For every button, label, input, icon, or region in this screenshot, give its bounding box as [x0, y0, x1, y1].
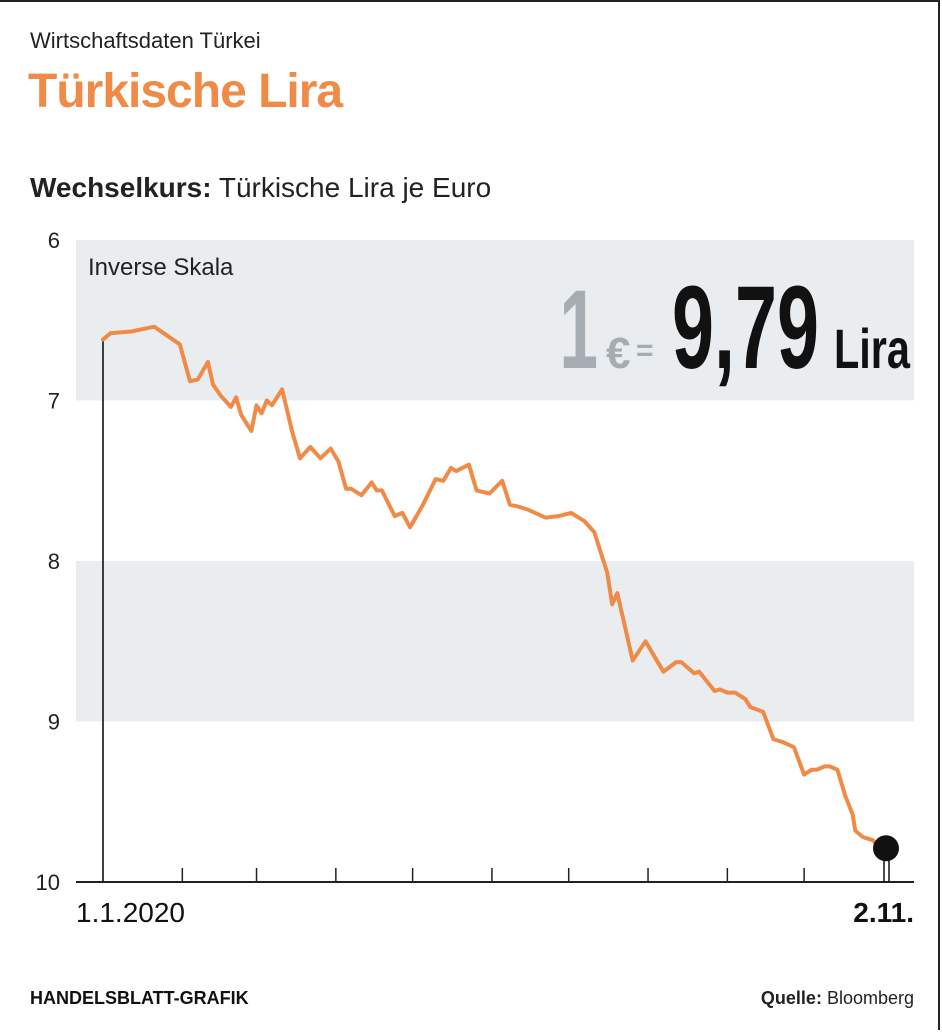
subtitle-bold: Wechselkurs: [30, 172, 212, 203]
chart-subtitle: Wechselkurs: Türkische Lira je Euro [30, 172, 491, 204]
x-start-label: 1.1.2020 [76, 897, 185, 928]
y-tick-label: 10 [36, 870, 60, 895]
band-6-7 [76, 240, 914, 401]
callout-value: 9,79 [672, 261, 819, 393]
y-tick-label: 9 [48, 710, 60, 735]
chart-title: Türkische Lira [28, 65, 343, 118]
endpoint-dot [873, 835, 899, 862]
source-credit: Quelle: Bloomberg [761, 988, 914, 1009]
source-value: Bloomberg [821, 988, 914, 1008]
band-8-9 [76, 561, 914, 722]
overline: Wirtschaftsdaten Türkei [30, 28, 261, 53]
y-tick-label: 6 [48, 228, 60, 253]
value-callout: 1 € = 9,79 Lira [559, 261, 910, 393]
callout-unit: Lira [834, 318, 910, 381]
source-label: Quelle: [760, 988, 822, 1008]
callout-one: 1 [559, 267, 598, 392]
subtitle-rest: Türkische Lira je Euro [211, 172, 492, 203]
callout-euro: € [606, 329, 630, 378]
y-tick-label: 8 [48, 549, 60, 574]
inverse-scale-annotation: Inverse Skala [88, 254, 234, 281]
series-line [101, 324, 888, 851]
x-end-label: 2.11. [853, 897, 914, 928]
callout-equals: = [636, 334, 654, 367]
y-tick-label: 7 [48, 389, 60, 414]
publisher-credit: HANDELSBLATT-GRAFIK [30, 988, 249, 1008]
